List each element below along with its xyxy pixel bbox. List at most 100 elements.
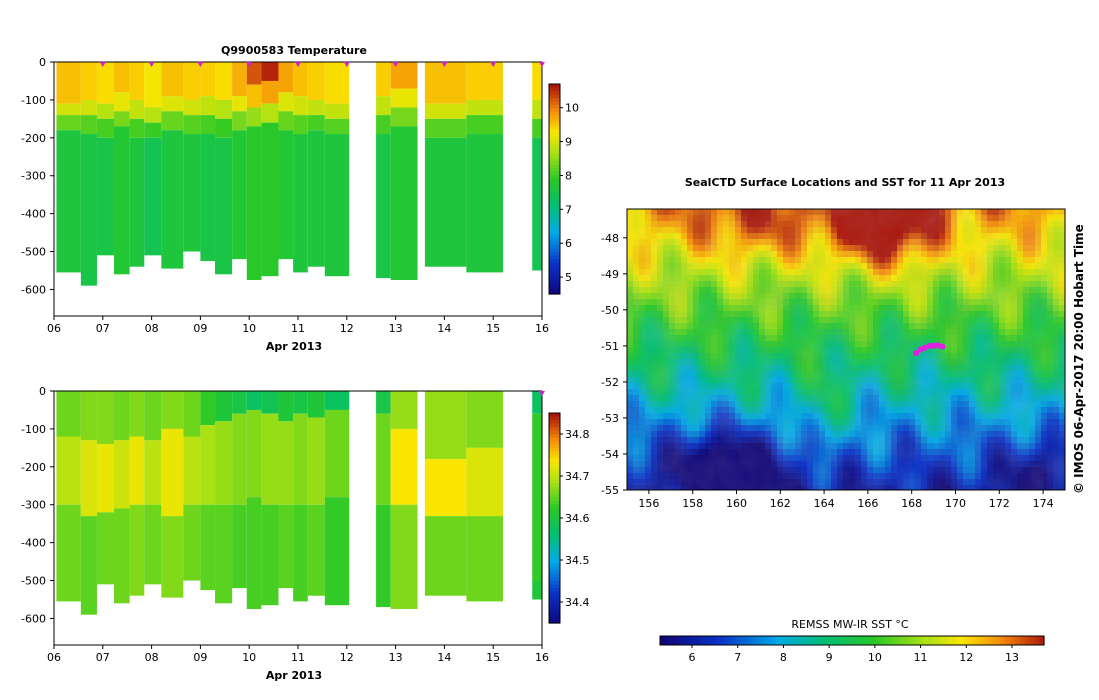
colorbar-step bbox=[549, 147, 560, 152]
colorbar-step bbox=[549, 430, 560, 435]
profile-cell bbox=[129, 118, 145, 138]
profile-cell bbox=[376, 115, 391, 135]
colorbar-step bbox=[549, 598, 560, 603]
profile-cell bbox=[144, 107, 162, 123]
colorbar-step bbox=[549, 241, 560, 246]
colorbar-step bbox=[549, 605, 560, 610]
salinity-y-ticks: 0 -100 -200 -300 -400 -500 -600 bbox=[21, 385, 54, 625]
profile-column bbox=[129, 62, 145, 267]
colorbar-step bbox=[549, 423, 560, 428]
lon-tick-label: 156 bbox=[638, 497, 659, 510]
lat-tick-label: -53 bbox=[601, 412, 619, 425]
colorbar-step bbox=[549, 87, 560, 92]
profile-cell bbox=[390, 126, 418, 280]
salinity-chart: 06 07 08 09 10 11 12 13 14 15 16 0 -100 -200 -300 -400… bbox=[21, 385, 589, 682]
seal-location-point bbox=[913, 350, 920, 357]
profile-column bbox=[278, 62, 294, 260]
profile-cell bbox=[129, 99, 145, 119]
x-tick-label: 06 bbox=[47, 322, 61, 335]
profile-column bbox=[56, 391, 81, 602]
colorbar-step bbox=[549, 570, 560, 575]
colorbar-step bbox=[549, 105, 560, 110]
colorbar-step bbox=[549, 259, 560, 264]
profile-cell bbox=[114, 62, 130, 93]
salinity-markers bbox=[539, 391, 545, 396]
profile-column bbox=[261, 62, 279, 277]
profile-marker bbox=[539, 62, 545, 67]
colorbar-step bbox=[823, 636, 829, 645]
profile-column bbox=[232, 391, 247, 589]
colorbar-tick-label: 6 bbox=[565, 237, 572, 250]
x-tick-label: 10 bbox=[242, 651, 256, 664]
profile-column bbox=[215, 62, 233, 275]
colorbar-step bbox=[895, 636, 901, 645]
colorbar-tick-label: 13 bbox=[1005, 651, 1019, 664]
profile-cell bbox=[215, 99, 233, 119]
profile-cell bbox=[161, 516, 184, 598]
colorbar-step bbox=[813, 636, 819, 645]
colorbar-step bbox=[760, 636, 767, 645]
colorbar-step bbox=[549, 91, 560, 96]
colorbar-step bbox=[1020, 636, 1026, 645]
colorbar-step bbox=[549, 252, 560, 257]
colorbar-step bbox=[549, 444, 560, 449]
colorbar-step bbox=[928, 636, 935, 645]
profile-cell bbox=[56, 436, 81, 505]
profile-column bbox=[96, 62, 115, 256]
x-tick-label: 13 bbox=[389, 322, 403, 335]
profile-cell bbox=[376, 391, 391, 414]
colorbar-step bbox=[804, 636, 810, 645]
colorbar-step bbox=[688, 636, 695, 645]
profile-cell bbox=[466, 115, 503, 135]
profile-cell bbox=[376, 96, 391, 116]
colorbar-step bbox=[1024, 636, 1031, 645]
colorbar-step bbox=[736, 636, 743, 645]
profile-cell bbox=[278, 130, 294, 260]
colorbar-step bbox=[712, 636, 719, 645]
colorbar-step bbox=[660, 636, 666, 645]
colorbar-step bbox=[876, 636, 882, 645]
profile-cell bbox=[424, 103, 467, 119]
profile-cell bbox=[80, 99, 97, 116]
profile-cell bbox=[56, 115, 81, 131]
profile-cell bbox=[390, 107, 418, 127]
profile-column bbox=[307, 391, 325, 596]
colorbar-step bbox=[741, 636, 747, 645]
colorbar-step bbox=[746, 636, 752, 645]
colorbar-step bbox=[549, 206, 560, 211]
profile-cell bbox=[96, 137, 115, 256]
colorbar-tick-label: 7 bbox=[565, 203, 572, 216]
profile-cell bbox=[246, 107, 262, 127]
colorbar-step bbox=[549, 437, 560, 442]
profile-column bbox=[129, 391, 145, 596]
seal-track bbox=[913, 342, 946, 357]
colorbar-step bbox=[1015, 636, 1021, 645]
profile-cell bbox=[96, 512, 115, 585]
profile-column bbox=[56, 62, 81, 273]
profile-cell bbox=[56, 103, 81, 116]
profile-column bbox=[532, 62, 542, 271]
profile-cell bbox=[390, 428, 418, 505]
sst-lat-ticks: -48 -49 -50 -51 -52 -53 -54 -55 bbox=[601, 232, 627, 497]
colorbar-tick-label: 10 bbox=[868, 651, 882, 664]
profile-cell bbox=[324, 134, 350, 277]
colorbar-step bbox=[549, 577, 560, 582]
colorbar-tick-label: 6 bbox=[689, 651, 696, 664]
x-tick-label: 10 bbox=[242, 322, 256, 335]
lon-tick-label: 172 bbox=[989, 497, 1010, 510]
profile-column bbox=[80, 391, 97, 615]
lon-tick-label: 166 bbox=[857, 497, 878, 510]
profile-cell bbox=[96, 62, 115, 104]
sst-map-title: SealCTD Surface Locations and SST for 11… bbox=[685, 176, 1005, 189]
x-tick-label: 09 bbox=[193, 322, 207, 335]
colorbar-step bbox=[900, 636, 906, 645]
x-tick-label: 06 bbox=[47, 651, 61, 664]
profile-cell bbox=[114, 111, 130, 127]
colorbar-step bbox=[549, 521, 560, 526]
lon-tick-label: 162 bbox=[770, 497, 791, 510]
colorbar-step bbox=[549, 497, 560, 502]
lon-tick-label: 170 bbox=[945, 497, 966, 510]
profile-cell bbox=[246, 409, 262, 498]
profile-cell bbox=[144, 440, 162, 505]
profile-cell bbox=[246, 62, 262, 85]
